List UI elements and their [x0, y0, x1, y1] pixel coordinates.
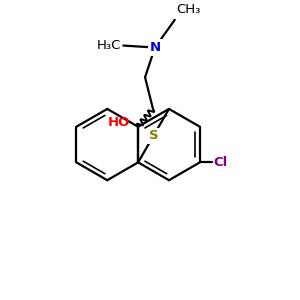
- Text: S: S: [149, 129, 158, 142]
- Text: CH₃: CH₃: [177, 3, 201, 16]
- Text: HO: HO: [108, 116, 130, 129]
- Text: H₃C: H₃C: [97, 39, 121, 52]
- Text: N: N: [149, 41, 161, 54]
- Text: Cl: Cl: [214, 156, 228, 169]
